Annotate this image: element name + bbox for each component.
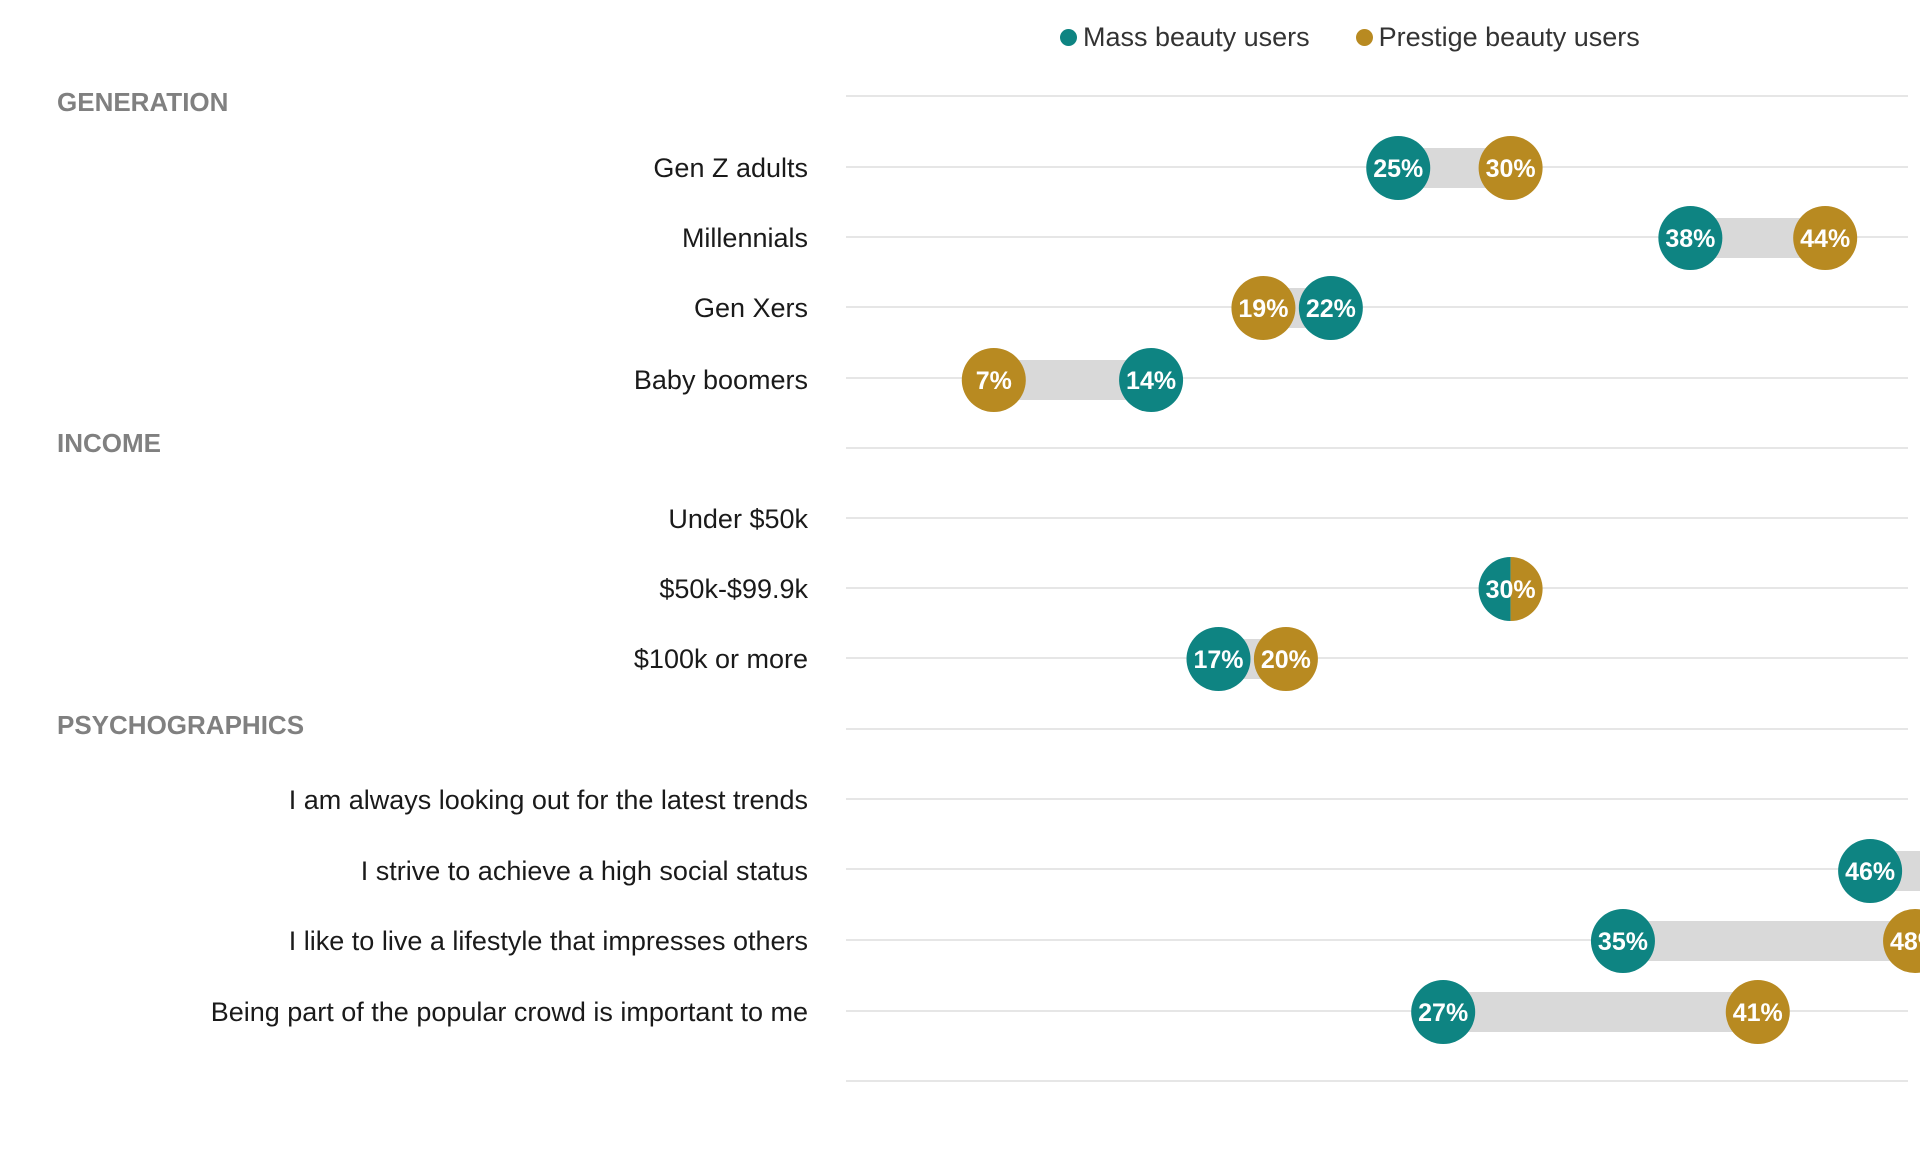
data-label: 7% — [976, 367, 1012, 395]
section-label: GENERATION — [57, 87, 228, 117]
connector-bar — [1443, 992, 1758, 1032]
section-label: INCOME — [57, 428, 161, 458]
mass-point — [1478, 557, 1511, 621]
legend-dot-prestige — [1355, 29, 1373, 46]
prestige-point — [1725, 980, 1790, 1044]
legend-label-prestige: Prestige beauty users — [1378, 22, 1640, 52]
legend-item-prestige[interactable]: Prestige beauty users — [1355, 22, 1640, 53]
connector-bar — [1622, 921, 1916, 961]
prestige-point — [1510, 557, 1543, 621]
data-label: 17% — [1193, 646, 1243, 674]
section-label: PSYCHOGRAPHICS — [57, 710, 304, 740]
data-label: 14% — [1126, 367, 1176, 395]
prestige-point — [1253, 627, 1318, 691]
prestige-point — [1478, 136, 1543, 200]
data-label: 35% — [1598, 928, 1648, 956]
row-label: Baby boomers — [634, 365, 808, 395]
row-label: I like to live a lifestyle that impresse… — [289, 926, 808, 956]
row-label: $100k or more — [634, 644, 808, 674]
legend-label-mass: Mass beauty users — [1083, 22, 1310, 52]
row-label: Gen Xers — [694, 293, 808, 323]
data-label: 22% — [1306, 295, 1356, 323]
row-label: Gen Z adults — [653, 153, 808, 183]
row-label: I strive to achieve a high social status — [361, 856, 808, 886]
data-label: 48% — [1890, 928, 1920, 956]
data-label: 41% — [1733, 999, 1783, 1027]
legend-item-mass[interactable]: Mass beauty users — [1060, 22, 1310, 53]
data-label: 30% — [1486, 576, 1536, 604]
data-label: 20% — [1261, 646, 1311, 674]
row-label: Under $50k — [668, 504, 808, 534]
mass-point — [1411, 980, 1476, 1044]
data-label: 19% — [1238, 295, 1288, 323]
prestige-point — [1231, 276, 1296, 340]
data-label: 46% — [1845, 858, 1895, 886]
data-label: 38% — [1665, 225, 1715, 253]
mass-point — [1119, 348, 1184, 412]
row-label: Being part of the popular crowd is impor… — [211, 997, 808, 1027]
mass-point — [1298, 276, 1363, 340]
data-label: 27% — [1418, 999, 1468, 1027]
prestige-point — [1793, 206, 1858, 270]
data-label: 30% — [1486, 155, 1536, 183]
mass-point — [1186, 627, 1251, 691]
row-label: Millennials — [682, 223, 808, 253]
prestige-point — [1883, 909, 1920, 973]
data-label: 44% — [1800, 225, 1850, 253]
legend-dot-mass — [1060, 29, 1077, 46]
prestige-point — [961, 348, 1026, 412]
mass-point — [1366, 136, 1431, 200]
row-label: $50k-$99.9k — [659, 574, 808, 604]
mass-point — [1590, 909, 1655, 973]
legend: Mass beauty users Prestige beauty users — [1060, 22, 1640, 53]
mass-point — [1658, 206, 1723, 270]
row-label: I am always looking out for the latest t… — [289, 785, 808, 815]
data-label: 25% — [1373, 155, 1423, 183]
mass-point — [1838, 839, 1903, 903]
